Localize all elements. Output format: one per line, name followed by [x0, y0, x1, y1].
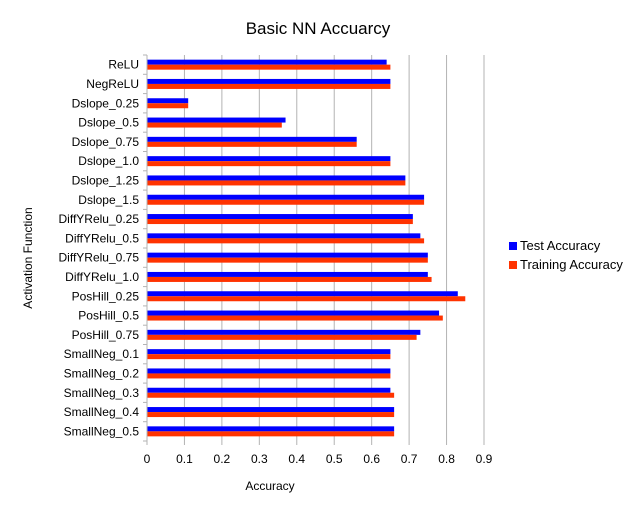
bar-training-accuracy	[147, 412, 395, 418]
x-tick-label: 0.4	[288, 452, 305, 466]
category-label: PosHill_0.75	[72, 328, 140, 342]
bar-training-accuracy	[147, 238, 425, 244]
legend-swatch	[509, 261, 517, 269]
bar-training-accuracy	[147, 219, 413, 225]
bar-training-accuracy	[147, 431, 395, 437]
bar-test-accuracy	[147, 175, 406, 181]
x-tick-label: 0	[144, 452, 151, 466]
category-label: SmallNeg_0.5	[64, 424, 140, 438]
bar-test-accuracy	[147, 194, 425, 200]
bar-training-accuracy	[147, 103, 189, 109]
bar-test-accuracy	[147, 156, 391, 162]
legend: Test Accuracy Training Accuracy	[509, 238, 623, 272]
bar-test-accuracy	[147, 117, 286, 123]
category-label: SmallNeg_0.2	[64, 366, 140, 380]
x-tick-label: 0.3	[251, 452, 268, 466]
category-label: SmallNeg_0.1	[64, 347, 140, 361]
x-tick-label: 0.5	[326, 452, 343, 466]
category-label: DiffYRelu_0.75	[59, 251, 140, 265]
bar-training-accuracy	[147, 354, 391, 360]
bar-training-accuracy	[147, 334, 417, 340]
category-label: ReLU	[108, 58, 139, 72]
bar-test-accuracy	[147, 136, 357, 142]
bar-test-accuracy	[147, 426, 395, 432]
bar-training-accuracy	[147, 180, 406, 186]
category-label: NegReLU	[86, 77, 139, 91]
legend-swatch	[509, 242, 517, 250]
bar-test-accuracy	[147, 252, 428, 258]
bar-training-accuracy	[147, 122, 282, 128]
y-axis-label: Activation Function	[21, 207, 35, 308]
category-label: DiffYRelu_1.0	[65, 270, 139, 284]
x-tick-label: 0.1	[176, 452, 193, 466]
bar-test-accuracy	[147, 310, 440, 316]
category-label: Dslope_0.5	[78, 116, 139, 130]
bar-test-accuracy	[147, 271, 428, 277]
category-label: SmallNeg_0.4	[64, 405, 140, 419]
legend-label: Training Accuracy	[520, 257, 623, 272]
bar-training-accuracy	[147, 64, 391, 70]
bar-test-accuracy	[147, 98, 189, 104]
bars	[147, 59, 466, 437]
category-label: DiffYRelu_0.5	[65, 231, 139, 245]
category-label: Dslope_1.5	[78, 193, 139, 207]
grid-lines	[146, 55, 485, 445]
bar-test-accuracy	[147, 214, 413, 220]
x-tick-label: 0.6	[363, 452, 380, 466]
x-tick-label: 0.7	[401, 452, 418, 466]
bar-training-accuracy	[147, 257, 428, 263]
bar-training-accuracy	[147, 83, 391, 89]
x-tick-labels: 0 0.1 0.2 0.3 0.4 0.5 0.6 0.7 0.8 0.9	[144, 452, 493, 466]
category-label: Dslope_1.25	[72, 173, 140, 187]
bar-training-accuracy	[147, 161, 391, 167]
category-label: Dslope_0.25	[72, 96, 140, 110]
category-labels: ReLU NegReLU Dslope_0.25 Dslope_0.5 Dslope_0…	[59, 54, 147, 442]
category-label: PosHill_0.5	[78, 309, 139, 323]
bar-test-accuracy	[147, 329, 421, 335]
bar-training-accuracy	[147, 276, 432, 282]
category-label: Dslope_0.75	[72, 135, 140, 149]
bar-training-accuracy	[147, 373, 391, 379]
bar-training-accuracy	[147, 296, 466, 302]
category-label: Dslope_1.0	[78, 154, 139, 168]
category-label: DiffYRelu_0.25	[59, 212, 140, 226]
bar-test-accuracy	[147, 368, 391, 374]
bar-test-accuracy	[147, 233, 421, 239]
x-tick-label: 0.8	[438, 452, 455, 466]
bar-training-accuracy	[147, 141, 357, 147]
category-label: PosHill_0.25	[72, 289, 140, 303]
legend-label: Test Accuracy	[520, 238, 601, 253]
category-label: SmallNeg_0.3	[64, 386, 140, 400]
bar-training-accuracy	[147, 315, 443, 321]
bar-test-accuracy	[147, 291, 458, 297]
bar-test-accuracy	[147, 59, 387, 65]
bar-training-accuracy	[147, 392, 395, 398]
bar-test-accuracy	[147, 78, 391, 84]
bar-training-accuracy	[147, 199, 425, 205]
bar-test-accuracy	[147, 387, 391, 393]
bar-test-accuracy	[147, 407, 395, 413]
x-tick-label: 0.9	[476, 452, 493, 466]
bar-test-accuracy	[147, 349, 391, 355]
chart-title: Basic NN Accuarcy	[246, 19, 391, 38]
x-axis-label: Accuracy	[245, 479, 294, 493]
x-tick-label: 0.2	[214, 452, 231, 466]
